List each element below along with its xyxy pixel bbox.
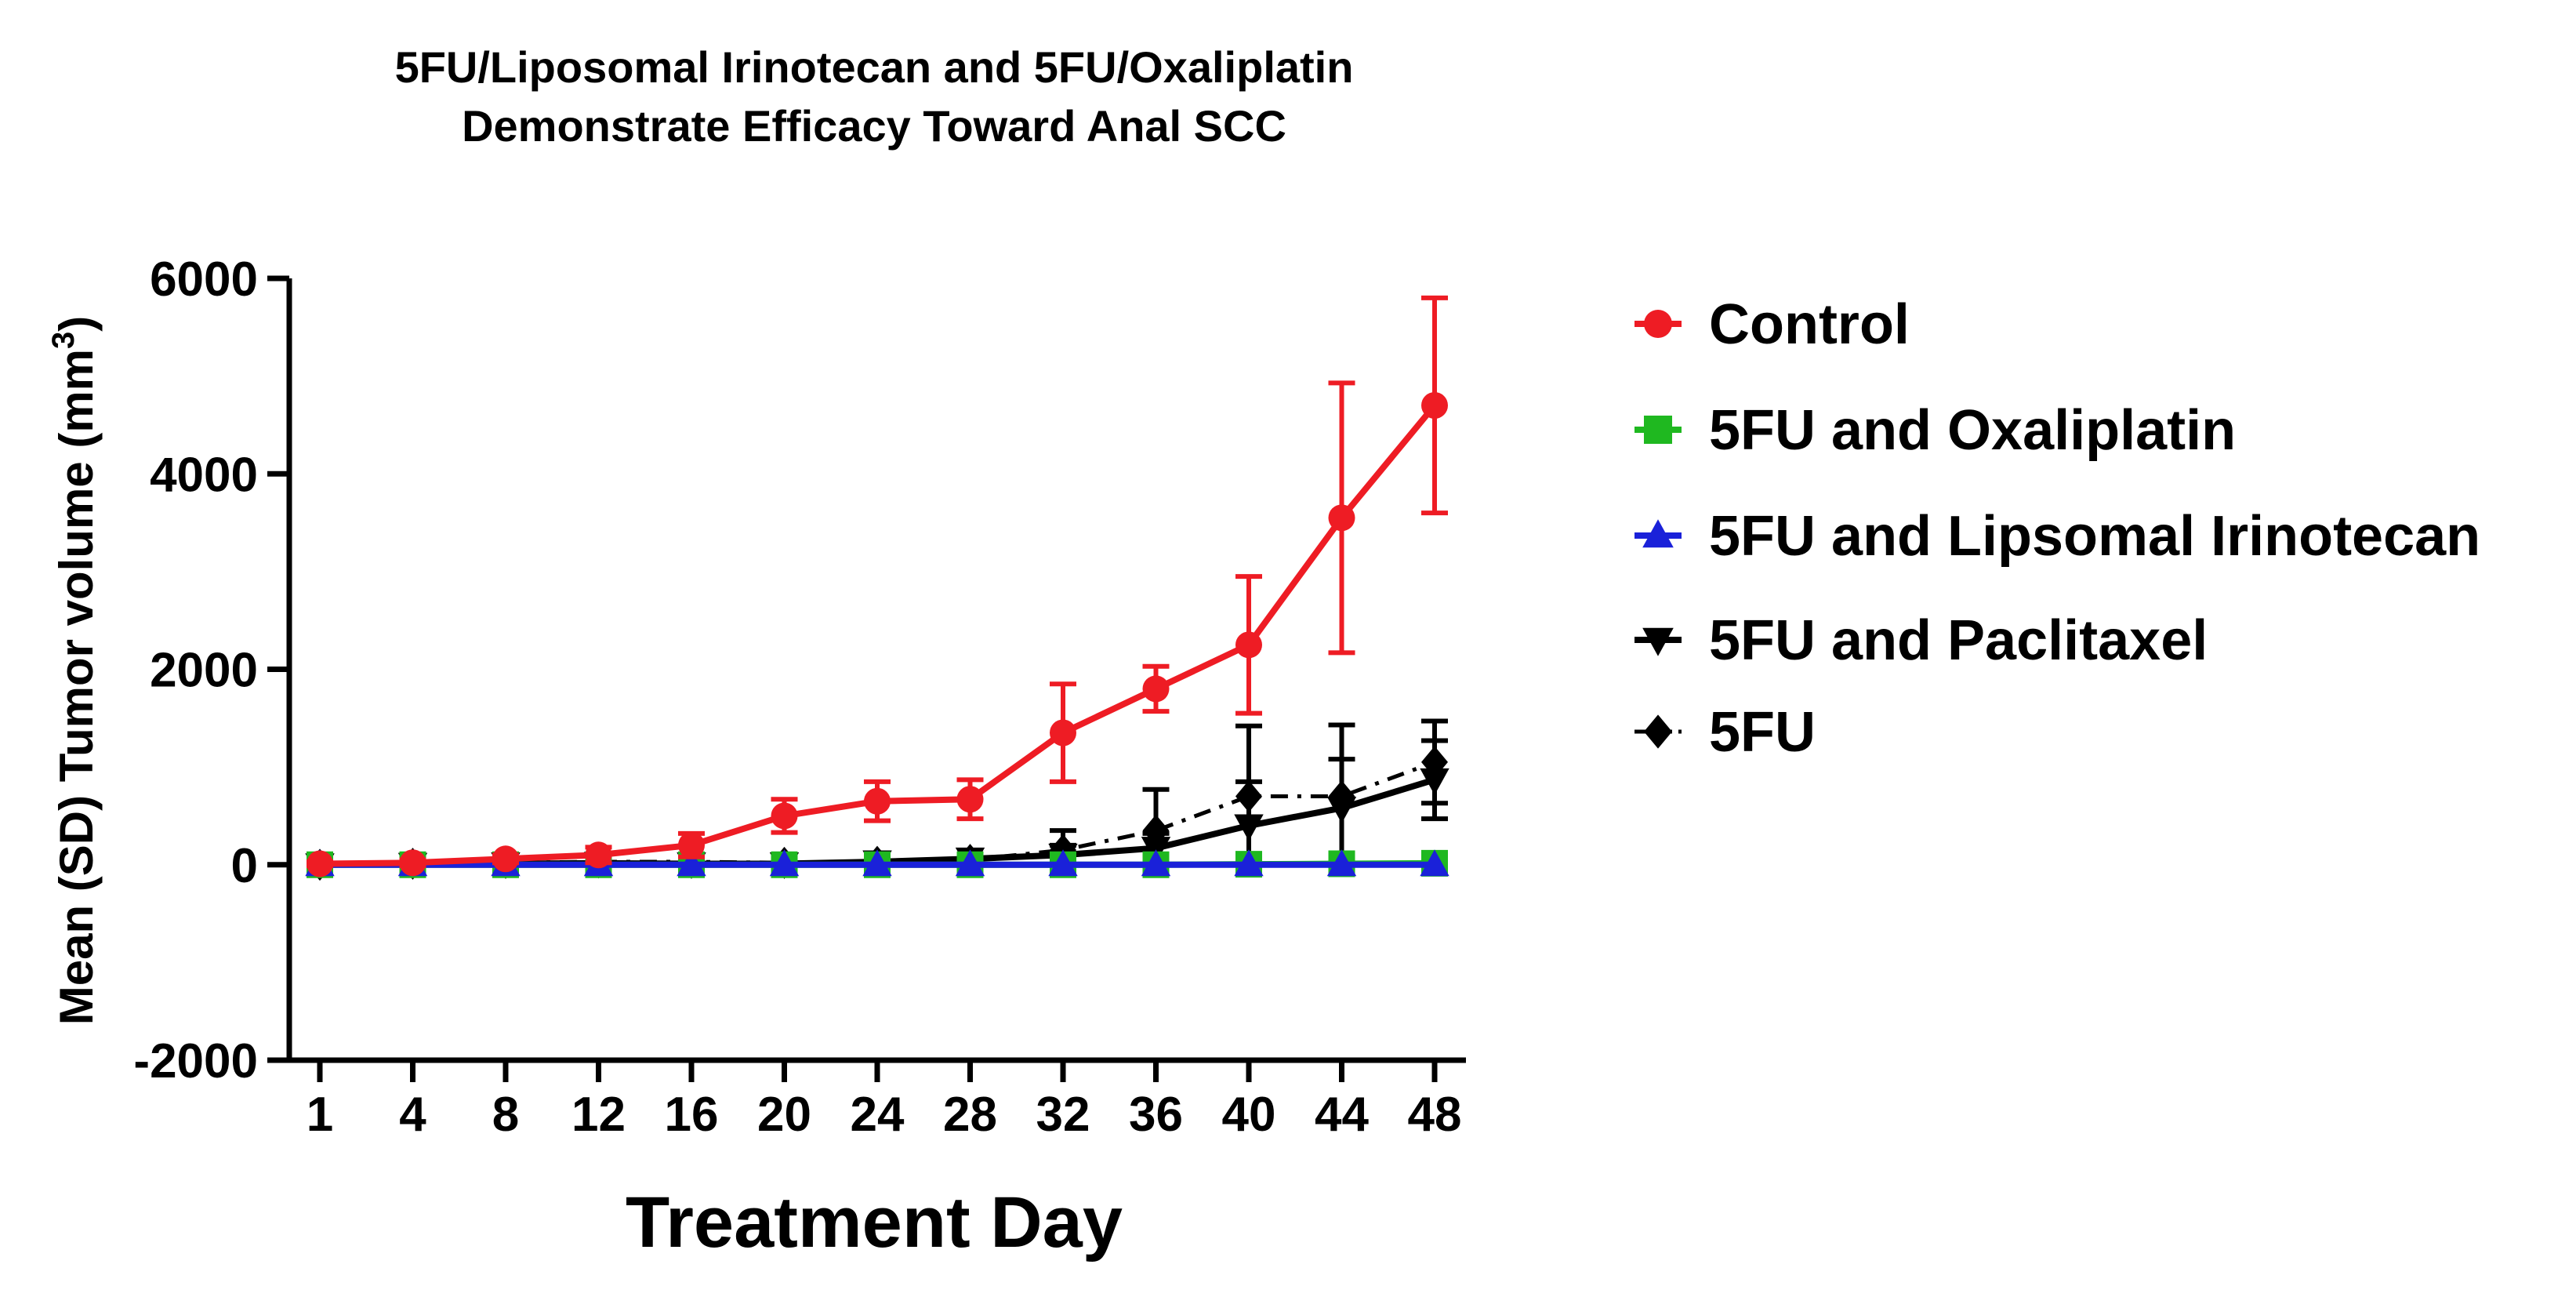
data-point (1420, 768, 1449, 795)
data-point (677, 849, 706, 877)
plot-area (305, 295, 1449, 881)
data-point (585, 841, 612, 869)
data-point (1234, 814, 1264, 841)
legend-marker (1642, 627, 1674, 656)
data-point (1421, 392, 1448, 420)
data-point (492, 845, 519, 873)
y-ticks: -2000 0 2000 4000 6000 (133, 252, 289, 1088)
y-tick-label: 4000 (150, 448, 258, 502)
data-point (1142, 675, 1170, 703)
legend: Control 5FU and Oxaliplatin 5FU and Lipsom… (1634, 293, 2480, 764)
data-point (1048, 849, 1078, 877)
legend-label: 5FU and Paclitaxel (1709, 609, 2208, 672)
data-point (399, 849, 426, 877)
x-tick-label: 24 (851, 1088, 905, 1142)
y-axis-label: Mean (SD) Tumor volume (mm3) (46, 316, 103, 1026)
series-0 (307, 295, 1448, 877)
x-tick-label: 32 (1036, 1088, 1090, 1142)
x-tick-label: 1 (307, 1088, 333, 1142)
data-point (769, 849, 800, 877)
series-2 (305, 849, 1449, 877)
data-point (1050, 719, 1076, 747)
x-tick-label: 36 (1129, 1088, 1183, 1142)
chart-title-line2: Demonstrate Efficacy Toward Anal SCC (462, 101, 1286, 151)
legend-label: 5FU and Lipsomal Irinotecan (1709, 505, 2480, 568)
data-point (1328, 504, 1355, 532)
data-point (678, 831, 705, 859)
y-tick-label: -2000 (133, 1034, 258, 1088)
x-tick-label: 16 (665, 1088, 719, 1142)
legend-item: Control (1634, 293, 1910, 356)
data-point (1326, 849, 1357, 877)
legend-marker (1644, 416, 1672, 444)
y-axis-label-main: Mean (SD) Tumor volume (mm (50, 349, 103, 1025)
data-point (1234, 849, 1264, 877)
data-point (1235, 631, 1262, 659)
legend-item: 5FU and Lipsomal Irinotecan (1634, 505, 2480, 568)
data-point (1142, 814, 1170, 847)
x-tick-label: 48 (1408, 1088, 1462, 1142)
legend-item: 5FU and Paclitaxel (1634, 609, 2208, 672)
legend-label: Control (1709, 293, 1910, 356)
y-axis-label-close: ) (50, 316, 103, 332)
legend-marker (1642, 519, 1674, 548)
y-axis-label-sup: 3 (46, 332, 81, 349)
legend-item: 5FU and Oxaliplatin (1634, 399, 2236, 462)
data-point (864, 787, 891, 815)
data-point (307, 850, 333, 877)
data-point (862, 849, 892, 877)
legend-label: 5FU and Oxaliplatin (1709, 399, 2236, 462)
y-tick-label: 6000 (150, 252, 258, 307)
x-tick-label: 44 (1315, 1088, 1369, 1142)
y-tick-label: 0 (231, 839, 258, 893)
legend-marker (1644, 310, 1672, 338)
chart-title-line1: 5FU/Liposomal Irinotecan and 5FU/Oxalipl… (395, 42, 1354, 92)
x-axis-label: Treatment Day (626, 1183, 1123, 1262)
legend-label: 5FU (1709, 701, 1816, 764)
x-tick-label: 4 (399, 1088, 426, 1142)
data-point (1141, 849, 1171, 877)
data-point (955, 849, 985, 877)
legend-marker (1644, 714, 1672, 749)
y-tick-label: 2000 (150, 644, 258, 698)
legend-item: 5FU (1634, 701, 1816, 764)
x-tick-label: 20 (757, 1088, 811, 1142)
data-point (956, 786, 984, 813)
x-tick-label: 12 (571, 1088, 626, 1142)
x-tick-label: 8 (492, 1088, 519, 1142)
x-ticks: 1 4 8 12 16 20 24 28 32 36 40 44 48 (307, 1060, 1462, 1142)
data-point (1326, 797, 1357, 824)
data-point (771, 802, 798, 830)
x-tick-label: 40 (1222, 1088, 1276, 1142)
x-tick-label: 28 (943, 1088, 997, 1142)
data-point (1420, 849, 1449, 877)
